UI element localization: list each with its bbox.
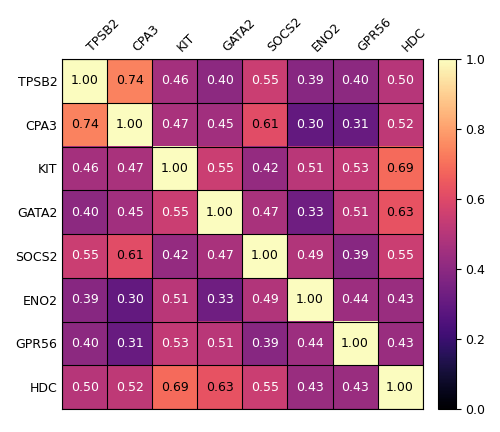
Text: 0.69: 0.69 <box>386 162 414 175</box>
Text: 0.44: 0.44 <box>296 337 324 350</box>
Text: 0.55: 0.55 <box>251 74 279 87</box>
Text: 0.55: 0.55 <box>161 206 189 219</box>
Text: 1.00: 1.00 <box>161 162 189 175</box>
Text: 0.40: 0.40 <box>71 206 99 219</box>
Text: 0.44: 0.44 <box>341 293 369 306</box>
Text: 1.00: 1.00 <box>71 74 99 87</box>
Text: 0.39: 0.39 <box>341 249 369 262</box>
Text: 0.40: 0.40 <box>71 337 99 350</box>
Text: 0.33: 0.33 <box>296 206 324 219</box>
Text: 0.55: 0.55 <box>386 249 414 262</box>
Text: 0.63: 0.63 <box>206 381 234 394</box>
Text: 0.43: 0.43 <box>296 381 324 394</box>
Text: 0.39: 0.39 <box>71 293 99 306</box>
Text: 0.61: 0.61 <box>251 118 279 131</box>
Text: 0.61: 0.61 <box>116 249 144 262</box>
Text: 0.47: 0.47 <box>161 118 189 131</box>
Text: 0.63: 0.63 <box>386 206 414 219</box>
Text: 0.52: 0.52 <box>386 118 414 131</box>
Text: 0.43: 0.43 <box>386 337 414 350</box>
Text: 0.69: 0.69 <box>161 381 189 394</box>
Text: 0.47: 0.47 <box>251 206 279 219</box>
Text: 0.52: 0.52 <box>116 381 144 394</box>
Text: 0.49: 0.49 <box>296 249 324 262</box>
Text: 0.55: 0.55 <box>251 381 279 394</box>
Text: 0.31: 0.31 <box>341 118 369 131</box>
Text: 0.51: 0.51 <box>161 293 189 306</box>
Text: 0.42: 0.42 <box>161 249 189 262</box>
Text: 0.55: 0.55 <box>206 162 234 175</box>
Text: 0.30: 0.30 <box>296 118 324 131</box>
Text: 0.42: 0.42 <box>251 162 279 175</box>
Text: 0.46: 0.46 <box>161 74 189 87</box>
Text: 0.74: 0.74 <box>71 118 99 131</box>
Text: 1.00: 1.00 <box>386 381 414 394</box>
Text: 0.31: 0.31 <box>116 337 144 350</box>
Text: 0.51: 0.51 <box>206 337 234 350</box>
Text: 0.40: 0.40 <box>341 74 369 87</box>
Text: 0.43: 0.43 <box>341 381 369 394</box>
Text: 0.39: 0.39 <box>296 74 324 87</box>
Text: 0.40: 0.40 <box>206 74 234 87</box>
Text: 0.45: 0.45 <box>116 206 144 219</box>
Text: 0.51: 0.51 <box>296 162 324 175</box>
Text: 0.49: 0.49 <box>251 293 279 306</box>
Text: 0.33: 0.33 <box>206 293 234 306</box>
Text: 0.43: 0.43 <box>386 293 414 306</box>
Text: 0.47: 0.47 <box>206 249 234 262</box>
Text: 0.50: 0.50 <box>71 381 99 394</box>
Text: 0.53: 0.53 <box>341 162 369 175</box>
Text: 0.53: 0.53 <box>161 337 189 350</box>
Text: 0.39: 0.39 <box>251 337 279 350</box>
Text: 1.00: 1.00 <box>116 118 144 131</box>
Text: 1.00: 1.00 <box>206 206 234 219</box>
Text: 1.00: 1.00 <box>251 249 279 262</box>
Text: 1.00: 1.00 <box>341 337 369 350</box>
Text: 0.30: 0.30 <box>116 293 144 306</box>
Text: 0.50: 0.50 <box>386 74 414 87</box>
Text: 0.74: 0.74 <box>116 74 144 87</box>
Text: 0.51: 0.51 <box>341 206 369 219</box>
Text: 1.00: 1.00 <box>296 293 324 306</box>
Text: 0.46: 0.46 <box>71 162 99 175</box>
Text: 0.45: 0.45 <box>206 118 234 131</box>
Text: 0.47: 0.47 <box>116 162 144 175</box>
Text: 0.55: 0.55 <box>71 249 99 262</box>
